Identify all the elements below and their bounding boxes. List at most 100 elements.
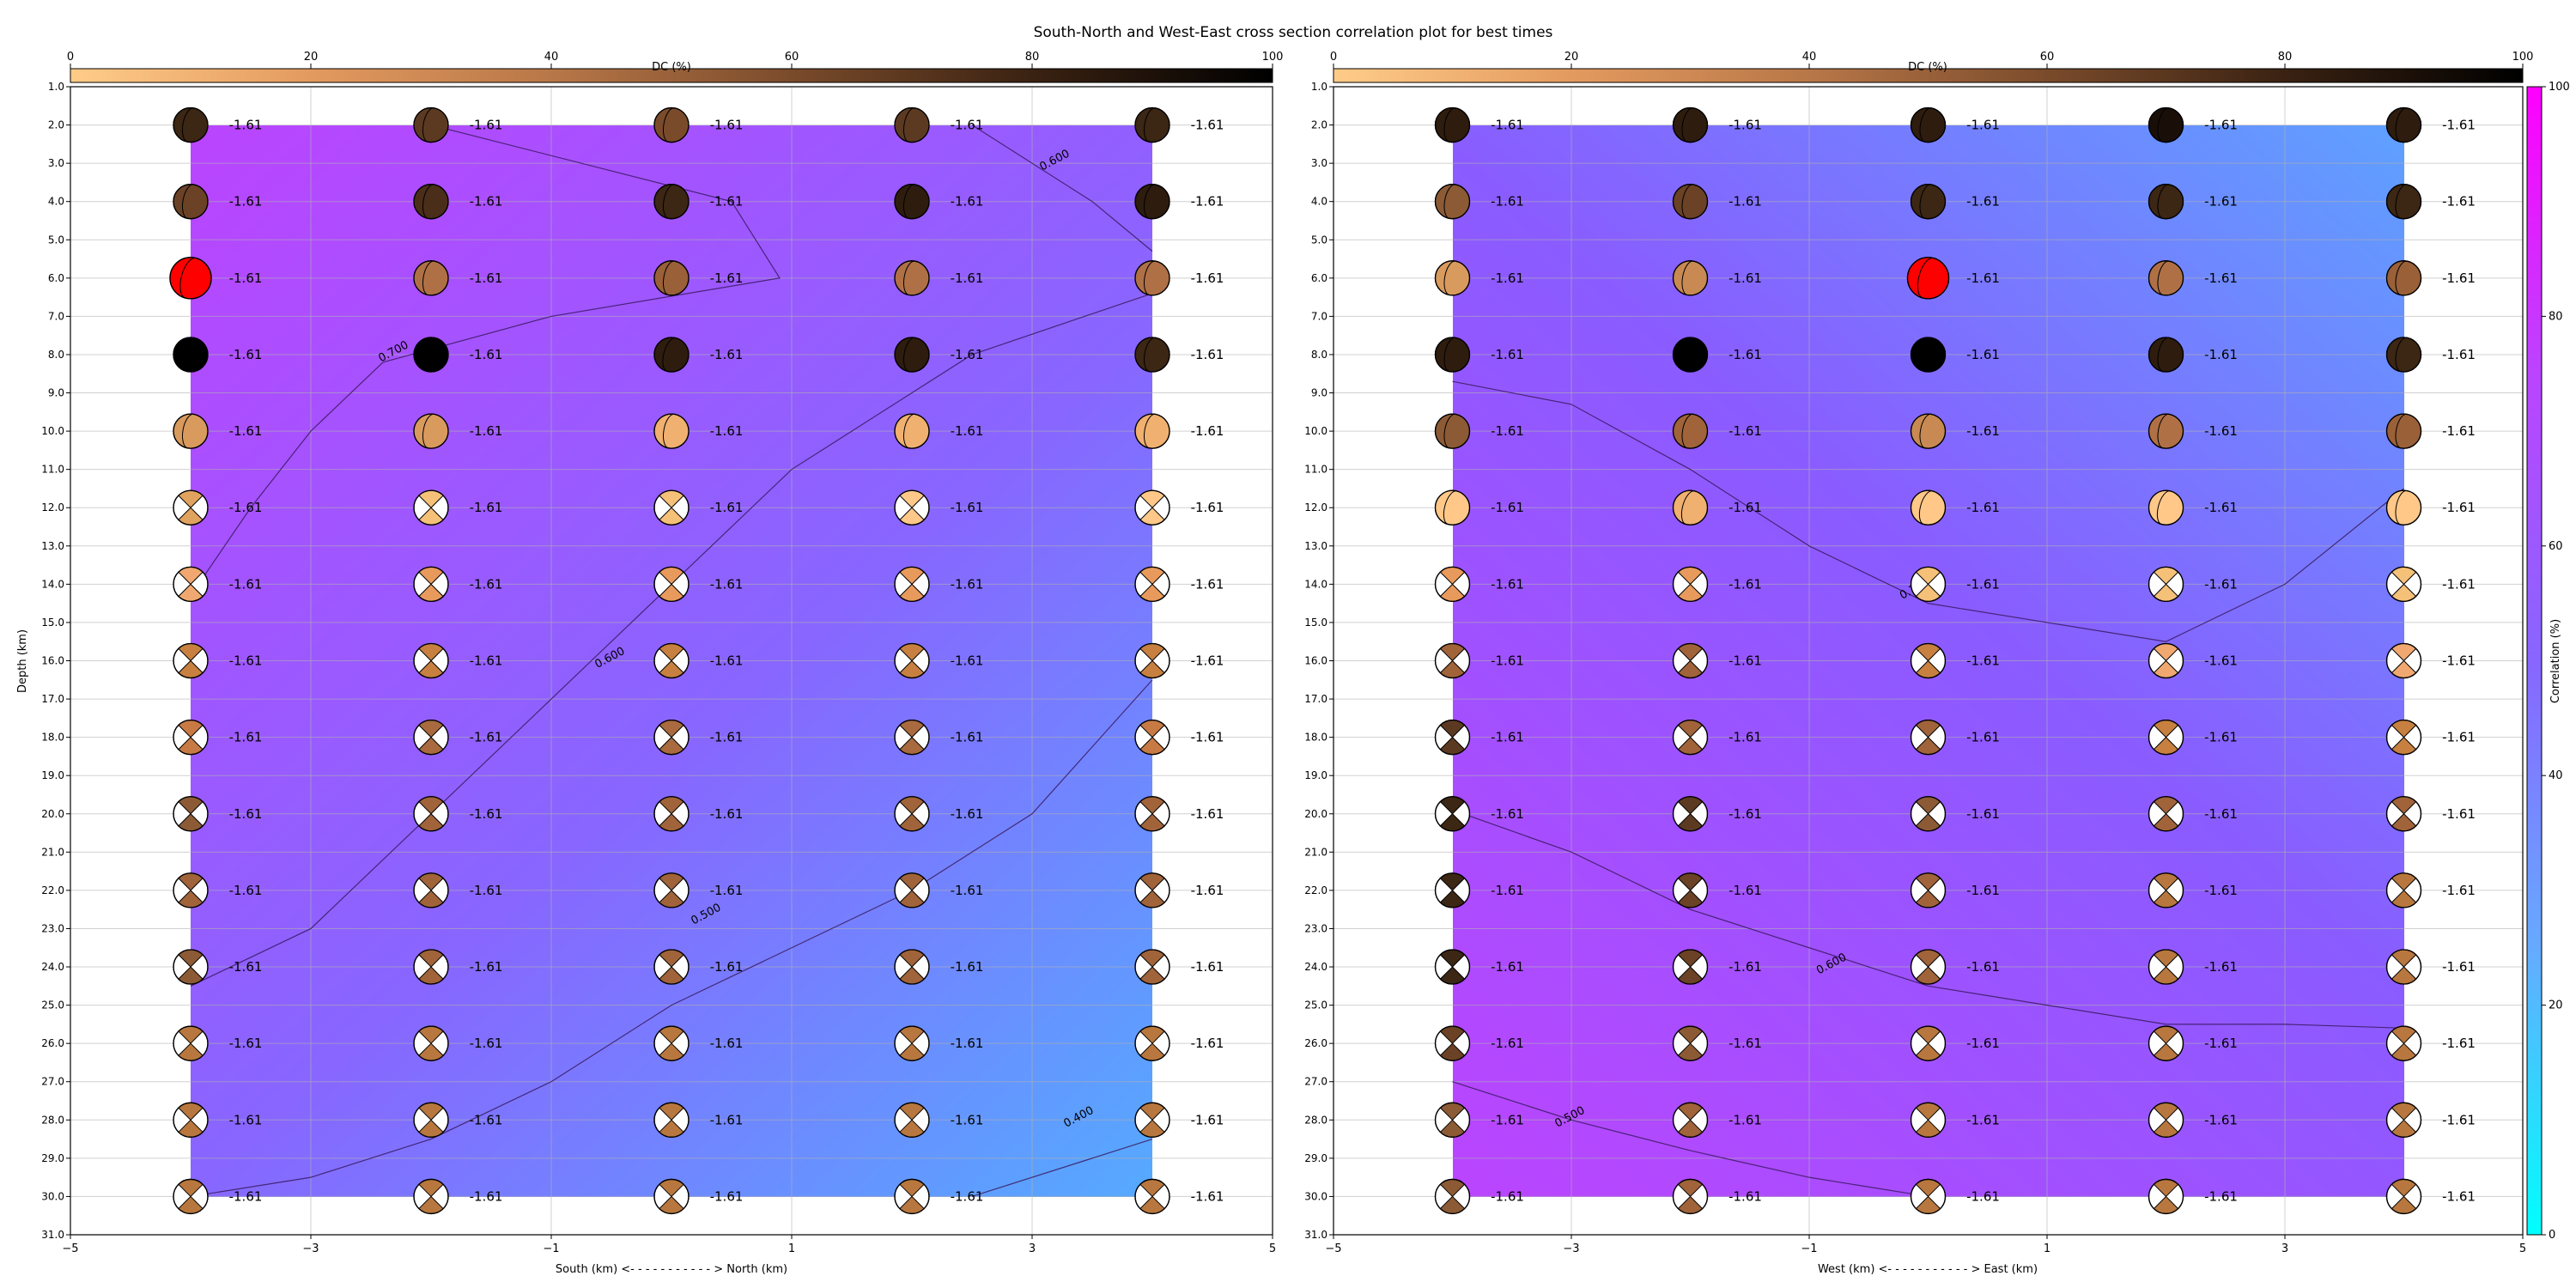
x-tick-label: 3 <box>2281 1242 2288 1255</box>
beachball: -1.61 <box>894 566 983 603</box>
y-tick-label: 19.0 <box>1304 769 1327 781</box>
y-tick-label: 13.0 <box>1304 540 1327 552</box>
x-tick-label: 5 <box>2519 1242 2526 1255</box>
beachball: -1.61 <box>894 872 984 908</box>
y-tick-label: 20.0 <box>1304 808 1327 820</box>
point-value-label: -1.61 <box>710 1036 744 1051</box>
y-tick-label: 7.0 <box>48 310 64 322</box>
point-value-label: -1.61 <box>2442 1188 2476 1204</box>
beachball-rim <box>894 1178 930 1215</box>
beachball: -1.61 <box>413 1025 502 1061</box>
beachball-rim <box>653 642 690 679</box>
point-value-label: -1.61 <box>2442 653 2476 669</box>
beachball: -1.61 <box>2385 260 2476 296</box>
beachball-rim <box>653 872 690 908</box>
point-value-label: -1.61 <box>951 500 984 515</box>
point-value-label: -1.61 <box>2204 653 2238 669</box>
point-value-label: -1.61 <box>2204 270 2238 286</box>
point-value-label: -1.61 <box>470 883 503 898</box>
point-value-label: -1.61 <box>1728 347 1762 362</box>
point-value-label: -1.61 <box>1191 118 1224 133</box>
beachball-rim <box>1434 489 1471 526</box>
beachball-rim <box>1910 566 1947 603</box>
contour-line-0.500 <box>1452 1081 1929 1198</box>
x-axis-label-west-east: West (km) <- - - - - - - - - - - > East … <box>1818 1263 2038 1276</box>
point-value-label: -1.61 <box>2442 118 2476 133</box>
beachball-rim <box>653 1102 690 1138</box>
beachball: -1.61 <box>173 719 262 756</box>
beachball: -1.61 <box>894 489 984 526</box>
point-value-label: -1.61 <box>1491 500 1524 515</box>
dc-colorbar-left-ticks: 0 20 40 60 80 100 <box>67 51 1283 69</box>
y-tick-label: 15.0 <box>41 617 64 629</box>
beachball: -1.61 <box>1910 184 2000 220</box>
beachball-rim <box>2385 337 2422 373</box>
point-value-label: -1.61 <box>710 806 744 822</box>
point-value-label: -1.61 <box>229 1188 263 1204</box>
point-value-label: -1.61 <box>710 1112 744 1127</box>
beachball: -1.61 <box>2385 642 2476 679</box>
point-value-label: -1.61 <box>2442 806 2476 822</box>
beachball: -1.61 <box>1672 337 1762 373</box>
point-value-label: -1.61 <box>2442 883 2476 898</box>
point-value-label: -1.61 <box>2204 347 2238 362</box>
beachball-rim <box>2385 719 2422 756</box>
beachball-rim <box>413 796 449 832</box>
dc-tick-label: 0 <box>67 51 74 64</box>
x-tick-label: 5 <box>1269 1242 1276 1255</box>
beachball: -1.61 <box>1134 796 1224 832</box>
point-value-label: -1.61 <box>470 118 503 133</box>
beachball-rim <box>1134 1102 1170 1138</box>
y-tick-label: 23.0 <box>41 922 64 934</box>
beachball: -1.61 <box>894 1102 983 1138</box>
beachball: -1.61 <box>2385 1178 2476 1215</box>
point-value-label: -1.61 <box>1191 423 1224 439</box>
beachball-rim <box>1134 1025 1170 1061</box>
beachball-rim <box>1910 872 1947 908</box>
point-value-label: -1.61 <box>1728 270 1762 286</box>
y-tick-label: 21.0 <box>41 846 64 858</box>
beachball-rim <box>1672 1178 1709 1215</box>
beachball: -1.61 <box>1434 489 1524 526</box>
beachball: -1.61 <box>173 413 262 449</box>
corr-tick-label: 40 <box>2549 769 2563 782</box>
point-value-label: -1.61 <box>1966 500 2000 515</box>
beachball: -1.61 <box>413 566 502 603</box>
y-tick-label: 12.0 <box>41 501 64 513</box>
beachball-rim <box>894 260 930 296</box>
dc-tick-label: 60 <box>785 51 799 64</box>
beachball: -1.61 <box>653 1178 743 1215</box>
point-value-label: -1.61 <box>1191 270 1224 286</box>
beachball-rim <box>1434 642 1471 679</box>
y-tick-label: 22.0 <box>1304 884 1327 896</box>
beachball-rim <box>2385 642 2422 679</box>
beachball-rim <box>2148 337 2184 373</box>
beachball-rim <box>413 1025 449 1061</box>
beachball: -1.61 <box>1434 184 1524 220</box>
beachball-rim <box>173 872 209 908</box>
beachball-rim <box>173 1178 209 1215</box>
beachball: -1.61 <box>1672 260 1762 296</box>
beachball-rim <box>653 719 690 756</box>
beachball: -1.61 <box>1672 566 1762 603</box>
point-value-label: -1.61 <box>2442 270 2476 286</box>
beachball: -1.61 <box>1434 796 1524 832</box>
beachball: -1.61 <box>1434 337 1524 373</box>
contour-line-0.700 <box>1452 380 2404 642</box>
beachball-rim <box>1434 106 1471 143</box>
point-value-label: -1.61 <box>2442 576 2476 592</box>
beachball-rim <box>413 106 449 143</box>
point-value-label: -1.61 <box>951 883 984 898</box>
point-value-label: -1.61 <box>2204 1036 2238 1051</box>
y-tick-label: 3.0 <box>48 157 64 169</box>
beachball-rim <box>173 489 209 526</box>
y-tick-label: 6.0 <box>1311 272 1327 284</box>
x-tick-label: −3 <box>1563 1242 1579 1255</box>
beachball-rim <box>1672 184 1709 220</box>
point-value-label: -1.61 <box>229 1036 263 1051</box>
point-value-label: -1.61 <box>1491 347 1524 362</box>
beachball-rim <box>1134 260 1170 296</box>
contour-line-0.600 <box>1452 809 2404 1029</box>
point-value-label: -1.61 <box>1966 576 2000 592</box>
x-tick-label: −5 <box>62 1242 78 1255</box>
